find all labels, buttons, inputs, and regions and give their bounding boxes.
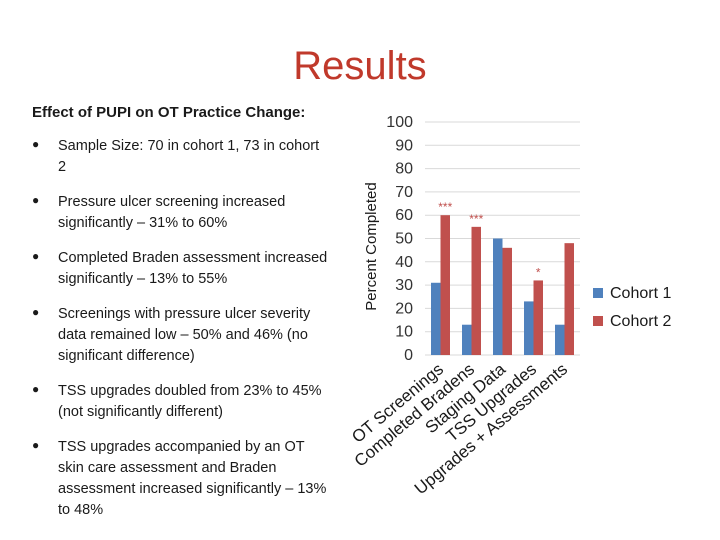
slide-subtitle: Effect of PUPI on OT Practice Change: (32, 104, 306, 121)
finding-text: Completed Braden assessment increased si… (58, 250, 328, 288)
significance-label: *** (438, 200, 452, 214)
finding-text: Sample Size: 70 in cohort 1, 73 in cohor… (58, 138, 320, 176)
bullet-icon: ● (32, 137, 40, 151)
bullet-icon: ● (32, 438, 40, 453)
y-tick-label: 80 (395, 161, 413, 178)
finding-sample-size: ● Sample Size: 70 in cohort 1, 73 in coho… (28, 136, 328, 178)
bullet-icon: ● (32, 193, 40, 208)
legend-swatch (593, 288, 603, 298)
significance-label: *** (469, 212, 483, 226)
y-tick-label: 30 (395, 277, 413, 294)
y-tick-label: 10 (395, 324, 413, 341)
bar (502, 247, 512, 355)
y-tick-label: 70 (395, 184, 413, 201)
bar (440, 215, 450, 355)
y-tick-label: 90 (395, 137, 413, 154)
finding-severity: ● Screenings with pressure ulcer severity… (28, 304, 328, 367)
finding-text: Pressure ulcer screening increased signi… (58, 194, 286, 232)
slide-title: Results (293, 44, 427, 88)
finding-tss: ● TSS upgrades doubled from 23% to 45% (n… (28, 381, 328, 423)
legend-swatch (593, 316, 603, 326)
y-tick-label: 0 (404, 347, 413, 364)
finding-braden: ● Completed Braden assessment increased s… (28, 248, 328, 290)
bar (462, 324, 472, 355)
y-tick-label: 40 (395, 254, 413, 271)
finding-assessments: ● TSS upgrades accompanied by an OT skin … (28, 437, 328, 521)
finding-text: TSS upgrades doubled from 23% to 45% (no… (58, 383, 322, 421)
significance-label: * (536, 265, 541, 279)
bullet-icon: ● (32, 249, 40, 264)
bar (524, 301, 534, 355)
y-tick-label: 20 (395, 300, 413, 317)
bar (431, 282, 441, 355)
bullet-icon: ● (32, 305, 40, 320)
bullet-icon: ● (32, 382, 40, 397)
bar (533, 280, 543, 355)
y-tick-label: 60 (395, 207, 413, 224)
finding-text: TSS upgrades accompanied by an OT skin c… (58, 439, 327, 519)
y-axis-label: Percent Completed (363, 182, 380, 310)
legend-label: Cohort 2 (610, 313, 671, 330)
bar (493, 238, 503, 355)
y-tick-label: 100 (386, 114, 413, 131)
bar (564, 243, 574, 355)
finding-text: Screenings with pressure ulcer severity … (58, 306, 311, 365)
legend-label: Cohort 1 (610, 285, 671, 302)
finding-screening: ● Pressure ulcer screening increased sign… (28, 192, 328, 234)
findings-list: ● Sample Size: 70 in cohort 1, 73 in coho… (28, 136, 328, 535)
bar (555, 324, 565, 355)
y-tick-label: 50 (395, 231, 413, 248)
bar (471, 226, 481, 355)
bar-chart: 0 10 20 30 40 50 60 70 80 90 100 Percent Completed *… (348, 114, 671, 498)
